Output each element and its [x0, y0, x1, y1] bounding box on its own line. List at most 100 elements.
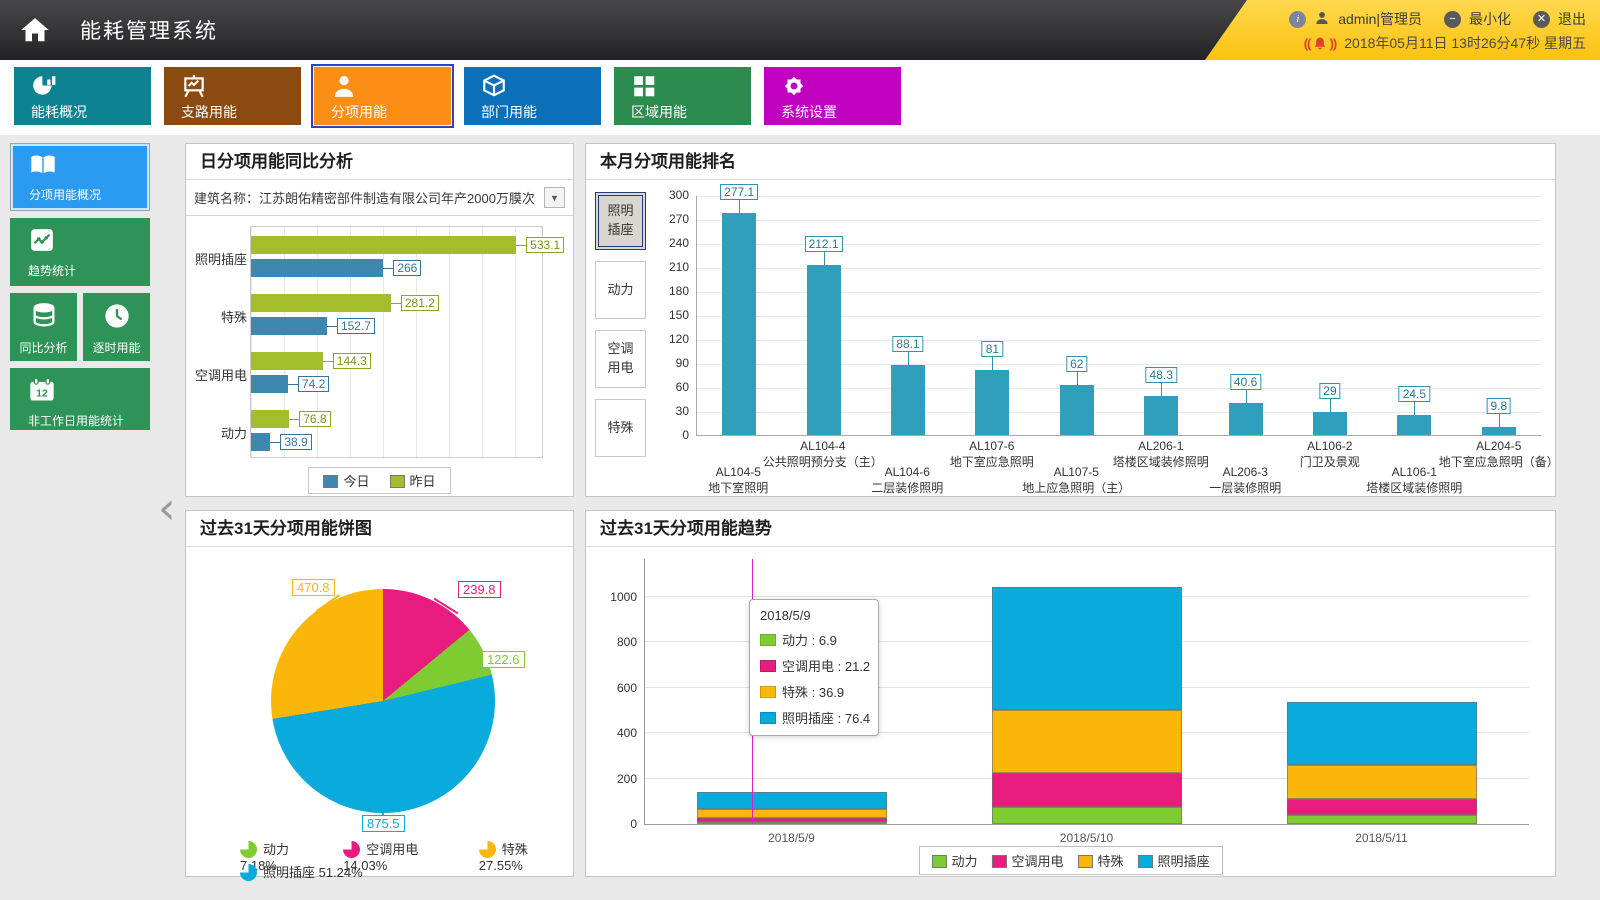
stack-segment-照明插座[interactable] [697, 791, 888, 810]
app-title: 能耗管理系统 [80, 20, 218, 43]
bar[interactable] [251, 410, 290, 428]
tooltip-row: 照明插座 : 76.4 [760, 708, 870, 727]
stack-segment-动力[interactable] [991, 807, 1182, 824]
legend-item[interactable]: 动力 7.18% [240, 841, 290, 873]
legend-item[interactable]: 照明插座 51.24% [240, 862, 363, 881]
nav-tile-department-energy[interactable]: 部门用能 [464, 67, 601, 125]
bar[interactable] [251, 352, 323, 370]
alarm-icon[interactable]: (( )) [1303, 35, 1338, 51]
bar[interactable] [251, 317, 327, 335]
sidebar-item-hourly-energy[interactable]: 逐时用能 [83, 293, 150, 361]
value-connector [516, 244, 527, 246]
nav-tile-area-energy[interactable]: 区域用能 [614, 67, 751, 125]
pie-chart[interactable] [271, 589, 495, 813]
value-connector [1329, 398, 1331, 412]
collapse-sidebar-chevron-icon[interactable]: ‹ [158, 483, 176, 534]
bar[interactable] [890, 364, 925, 435]
value-label: 38.9 [280, 434, 312, 450]
value-label: 29 [1319, 382, 1341, 399]
bar[interactable] [1481, 427, 1516, 435]
rank-tab[interactable]: 照明 插座 [595, 192, 646, 250]
bar[interactable] [722, 213, 757, 435]
bar[interactable] [251, 433, 271, 451]
legend-item[interactable]: 特殊 27.55% [478, 841, 528, 873]
stack-segment-照明插座[interactable] [991, 587, 1182, 710]
sidebar-item-nonworkday-stats[interactable]: 12 非工作日用能统计 [10, 368, 150, 430]
stack-segment-动力[interactable] [1286, 815, 1477, 824]
legend-item[interactable]: 昨日 [389, 471, 436, 490]
legend-item[interactable]: 空调用电 [991, 851, 1064, 870]
value-label: 533.1 [526, 237, 565, 253]
value-connector [383, 267, 394, 269]
pie-leader-line [382, 795, 384, 815]
info-icon[interactable]: i [1289, 10, 1307, 28]
daily-compare-chart: 照明插座 533.1 266 特殊 281.2 152.7 空调用电 144.3 74.2 动力 7… [195, 226, 565, 458]
rank-tab[interactable]: 特殊 [595, 399, 646, 457]
panel-title: 过去31天分项用能饼图 [186, 511, 573, 547]
value-label: 62 [1066, 356, 1088, 373]
logout-icon[interactable]: ✕ [1533, 10, 1550, 28]
stack-segment-特殊[interactable] [991, 709, 1182, 774]
nav-tile-branch-energy[interactable]: 支路用能 [164, 67, 301, 125]
rank-tab[interactable]: 动力 [595, 261, 646, 319]
bar[interactable] [1144, 396, 1179, 435]
logout-button[interactable]: 退出 [1558, 11, 1586, 27]
value-connector [322, 360, 333, 362]
bar[interactable] [1228, 402, 1263, 435]
value-label: 48.3 [1145, 367, 1177, 384]
bar-line: 74.2 [251, 375, 542, 393]
legend-item[interactable]: 今日 [323, 471, 370, 490]
user-label: admin|管理员 [1338, 11, 1422, 27]
minimize-button[interactable]: 最小化 [1469, 11, 1511, 27]
bar[interactable] [251, 259, 384, 277]
nav-tile-subitem-energy[interactable]: 分项用能 [311, 64, 454, 128]
bar[interactable] [1312, 411, 1347, 435]
bar-slot [940, 559, 1235, 824]
bar-line: 266 [251, 259, 542, 277]
y-tick-label: 200 [616, 771, 637, 786]
stack-segment-空调用电[interactable] [697, 817, 888, 823]
legend-item[interactable]: 动力 [931, 851, 977, 870]
building-select[interactable]: 建筑名称：江苏朗佑精密部件制造有限公司年产2000万膜次 ▼ [186, 180, 573, 216]
nav-tile-energy-overview[interactable]: 能耗概况 [14, 67, 151, 125]
x-tick-label: AL107-5 地上应急照明（主） [1022, 465, 1131, 496]
bar[interactable] [251, 294, 391, 312]
stack-segment-特殊[interactable] [1286, 765, 1477, 799]
stack-segment-动力[interactable] [697, 822, 888, 824]
chevron-down-icon[interactable]: ▼ [544, 187, 565, 208]
stack-segment-特殊[interactable] [697, 809, 888, 818]
minimize-icon[interactable]: − [1444, 10, 1461, 28]
legend-item[interactable]: 特殊 [1077, 851, 1124, 870]
value-label: 88.1 [892, 335, 924, 352]
stack-segment-空调用电[interactable] [1286, 798, 1477, 816]
nav-tile-system-settings[interactable]: 系统设置 [764, 67, 901, 125]
bar[interactable] [1397, 415, 1432, 435]
stack-segment-照明插座[interactable] [1286, 701, 1477, 766]
legend-item[interactable]: 空调用电 14.03% [343, 841, 419, 873]
sidebar-item-yoy-analysis[interactable]: 同比分析 [10, 293, 77, 361]
bar[interactable] [806, 265, 841, 435]
legend-chip [931, 855, 947, 868]
value-connector [1161, 383, 1163, 397]
bar[interactable] [975, 370, 1010, 435]
stack-segment-空调用电[interactable] [991, 773, 1182, 808]
value-connector [1498, 414, 1500, 428]
x-tick-label: AL206-1 塔楼区域装修照明 [1112, 439, 1209, 470]
bar-line: 38.9 [251, 433, 542, 451]
bar[interactable] [251, 375, 288, 393]
legend-chip [1137, 855, 1153, 868]
pie-legend-row2: 照明插座 51.24% [240, 862, 363, 881]
home-icon[interactable] [12, 7, 58, 53]
user-panel: i admin|管理员 − 最小化 ✕ 退出 (( )) 2018年05月11日… [1205, 0, 1600, 60]
rank-tab[interactable]: 空调 用电 [595, 330, 646, 388]
value-connector [287, 383, 298, 385]
legend-item[interactable]: 照明插座 [1137, 851, 1210, 870]
value-label: 152.7 [336, 318, 375, 334]
sidebar-item-trend-stats[interactable]: 趋势统计 [10, 218, 150, 286]
value-connector [992, 357, 994, 371]
x-tick-label: AL106-2 门卫及景观 [1299, 439, 1360, 470]
bar[interactable] [1059, 385, 1094, 435]
sidebar-item-subitem-overview[interactable]: 分项用能概况 [10, 143, 150, 211]
bar[interactable] [251, 236, 517, 254]
value-label: 81 [981, 341, 1004, 358]
